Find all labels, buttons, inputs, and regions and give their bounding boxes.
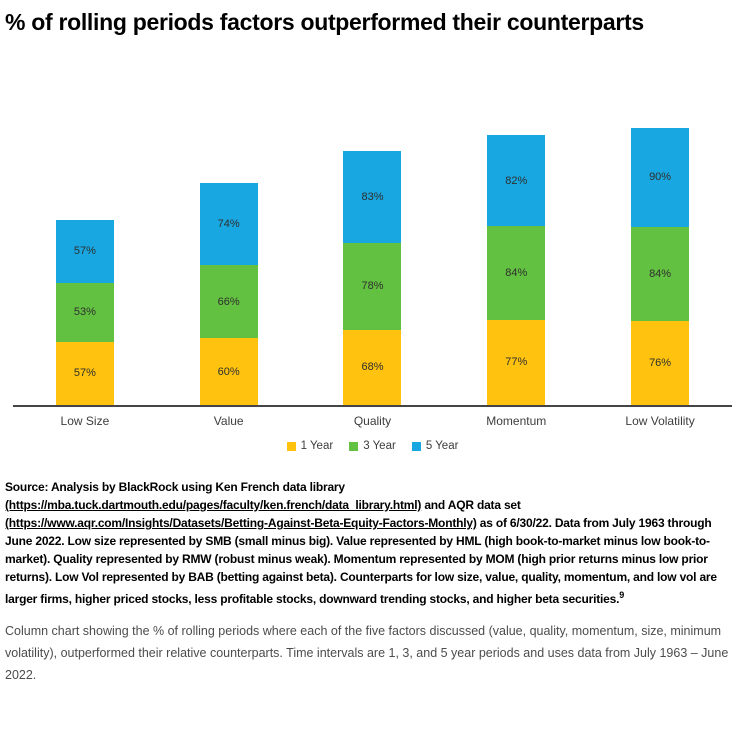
- bar-low-volatility: 90% 84% 76%: [631, 127, 690, 405]
- bar-value: 74% 66% 60%: [199, 183, 258, 405]
- bar-slot-low-volatility: 90% 84% 76%: [588, 125, 732, 405]
- bar-segment-3-year-low-size: 53%: [55, 282, 114, 342]
- chart: 57% 53% 57% 74% 66% 60% 83% 78% 68% 82% 84% 77% 90% 8…: [0, 125, 744, 452]
- segment-value-label: 57%: [73, 245, 96, 258]
- page-title: % of rolling periods factors outperforme…: [5, 9, 644, 35]
- bar-segment-5-year-momentum: 82%: [487, 135, 546, 227]
- source-link-ken-french[interactable]: (https://mba.tuck.dartmouth.edu/pages/fa…: [5, 498, 422, 512]
- plot-area: 57% 53% 57% 74% 66% 60% 83% 78% 68% 82% 84% 77% 90% 8…: [13, 125, 732, 407]
- bar-segment-5-year-low-size: 57%: [55, 219, 114, 283]
- bar-segment-3-year-quality: 78%: [343, 242, 402, 330]
- segment-value-label: 60%: [217, 365, 240, 378]
- bar-segment-3-year-low-volatility: 84%: [631, 227, 690, 321]
- x-axis-label-quality: Quality: [353, 414, 392, 428]
- segment-value-label: 82%: [505, 174, 528, 187]
- bar-segment-1-year-momentum: 77%: [487, 319, 546, 405]
- legend-item-1-year: 1 Year: [286, 440, 334, 452]
- bar-low-size: 57% 53% 57%: [55, 219, 114, 405]
- bar-segment-3-year-momentum: 84%: [487, 226, 546, 320]
- bar-segment-1-year-value: 60%: [199, 338, 258, 405]
- chart-description: Column chart showing the % of rolling pe…: [5, 624, 729, 682]
- x-axis-label-low-volatility: Low Volatility: [625, 414, 695, 428]
- segment-value-label: 77%: [505, 356, 528, 369]
- segment-value-label: 76%: [649, 356, 672, 369]
- segment-value-label: 66%: [217, 295, 240, 308]
- bar-segment-3-year-value: 66%: [199, 265, 258, 339]
- legend-item-5-year: 5 Year: [411, 440, 459, 452]
- bar-segment-5-year-quality: 83%: [343, 150, 402, 243]
- segment-value-label: 84%: [649, 268, 672, 281]
- x-axis-label-momentum: Momentum: [486, 414, 547, 428]
- x-axis-label-low-size: Low Size: [60, 414, 110, 428]
- segment-value-label: 68%: [361, 361, 384, 374]
- segment-value-label: 90%: [649, 171, 672, 184]
- segment-value-label: 84%: [505, 266, 528, 279]
- bar-segment-1-year-low-size: 57%: [55, 341, 114, 405]
- segment-value-label: 53%: [73, 306, 96, 319]
- legend-item-3-year: 3 Year: [349, 440, 396, 452]
- footnote-marker: 9: [619, 590, 625, 600]
- bar-slot-low-size: 57% 53% 57%: [13, 125, 157, 405]
- page: % of rolling periods factors outperforme…: [0, 8, 744, 743]
- source-text-intro: Source: Analysis by BlackRock using Ken …: [5, 480, 345, 494]
- legend: 1 Year 3 Year 5 Year: [13, 440, 732, 452]
- segment-value-label: 57%: [73, 367, 96, 380]
- bar-quality: 83% 78% 68%: [343, 150, 402, 405]
- bar-segment-5-year-value: 74%: [199, 183, 258, 266]
- bar-momentum: 82% 84% 77%: [487, 135, 546, 405]
- source-link-aqr[interactable]: (https://www.aqr.com/Insights/Datasets/B…: [5, 516, 477, 530]
- legend-swatch-5-year: [411, 441, 421, 451]
- bar-segment-1-year-low-volatility: 76%: [631, 320, 690, 405]
- segment-value-label: 83%: [361, 190, 384, 203]
- legend-label-1-year: 1 Year: [300, 440, 334, 452]
- legend-label-3-year: 3 Year: [363, 440, 396, 452]
- bar-slot-value: 74% 66% 60%: [157, 125, 301, 405]
- x-axis-label-value: Value: [213, 414, 244, 428]
- bar-slot-quality: 83% 78% 68%: [301, 125, 445, 405]
- segment-value-label: 78%: [361, 280, 384, 293]
- source-note: Source: Analysis by BlackRock using Ken …: [5, 478, 734, 608]
- source-text-tail: as of 6/30/22. Data from July 1963 throu…: [5, 516, 717, 606]
- bar-segment-1-year-quality: 68%: [343, 329, 402, 405]
- legend-swatch-1-year: [286, 441, 296, 451]
- legend-swatch-3-year: [349, 441, 359, 451]
- x-axis-labels: Low Size Value Quality Momentum Low Volatili…: [13, 414, 732, 428]
- bar-slot-momentum: 82% 84% 77%: [444, 125, 588, 405]
- source-text-middle: and AQR data set: [421, 498, 521, 512]
- bar-segment-5-year-low-volatility: 90%: [631, 127, 690, 228]
- segment-value-label: 74%: [217, 218, 240, 231]
- legend-label-5-year: 5 Year: [425, 440, 459, 452]
